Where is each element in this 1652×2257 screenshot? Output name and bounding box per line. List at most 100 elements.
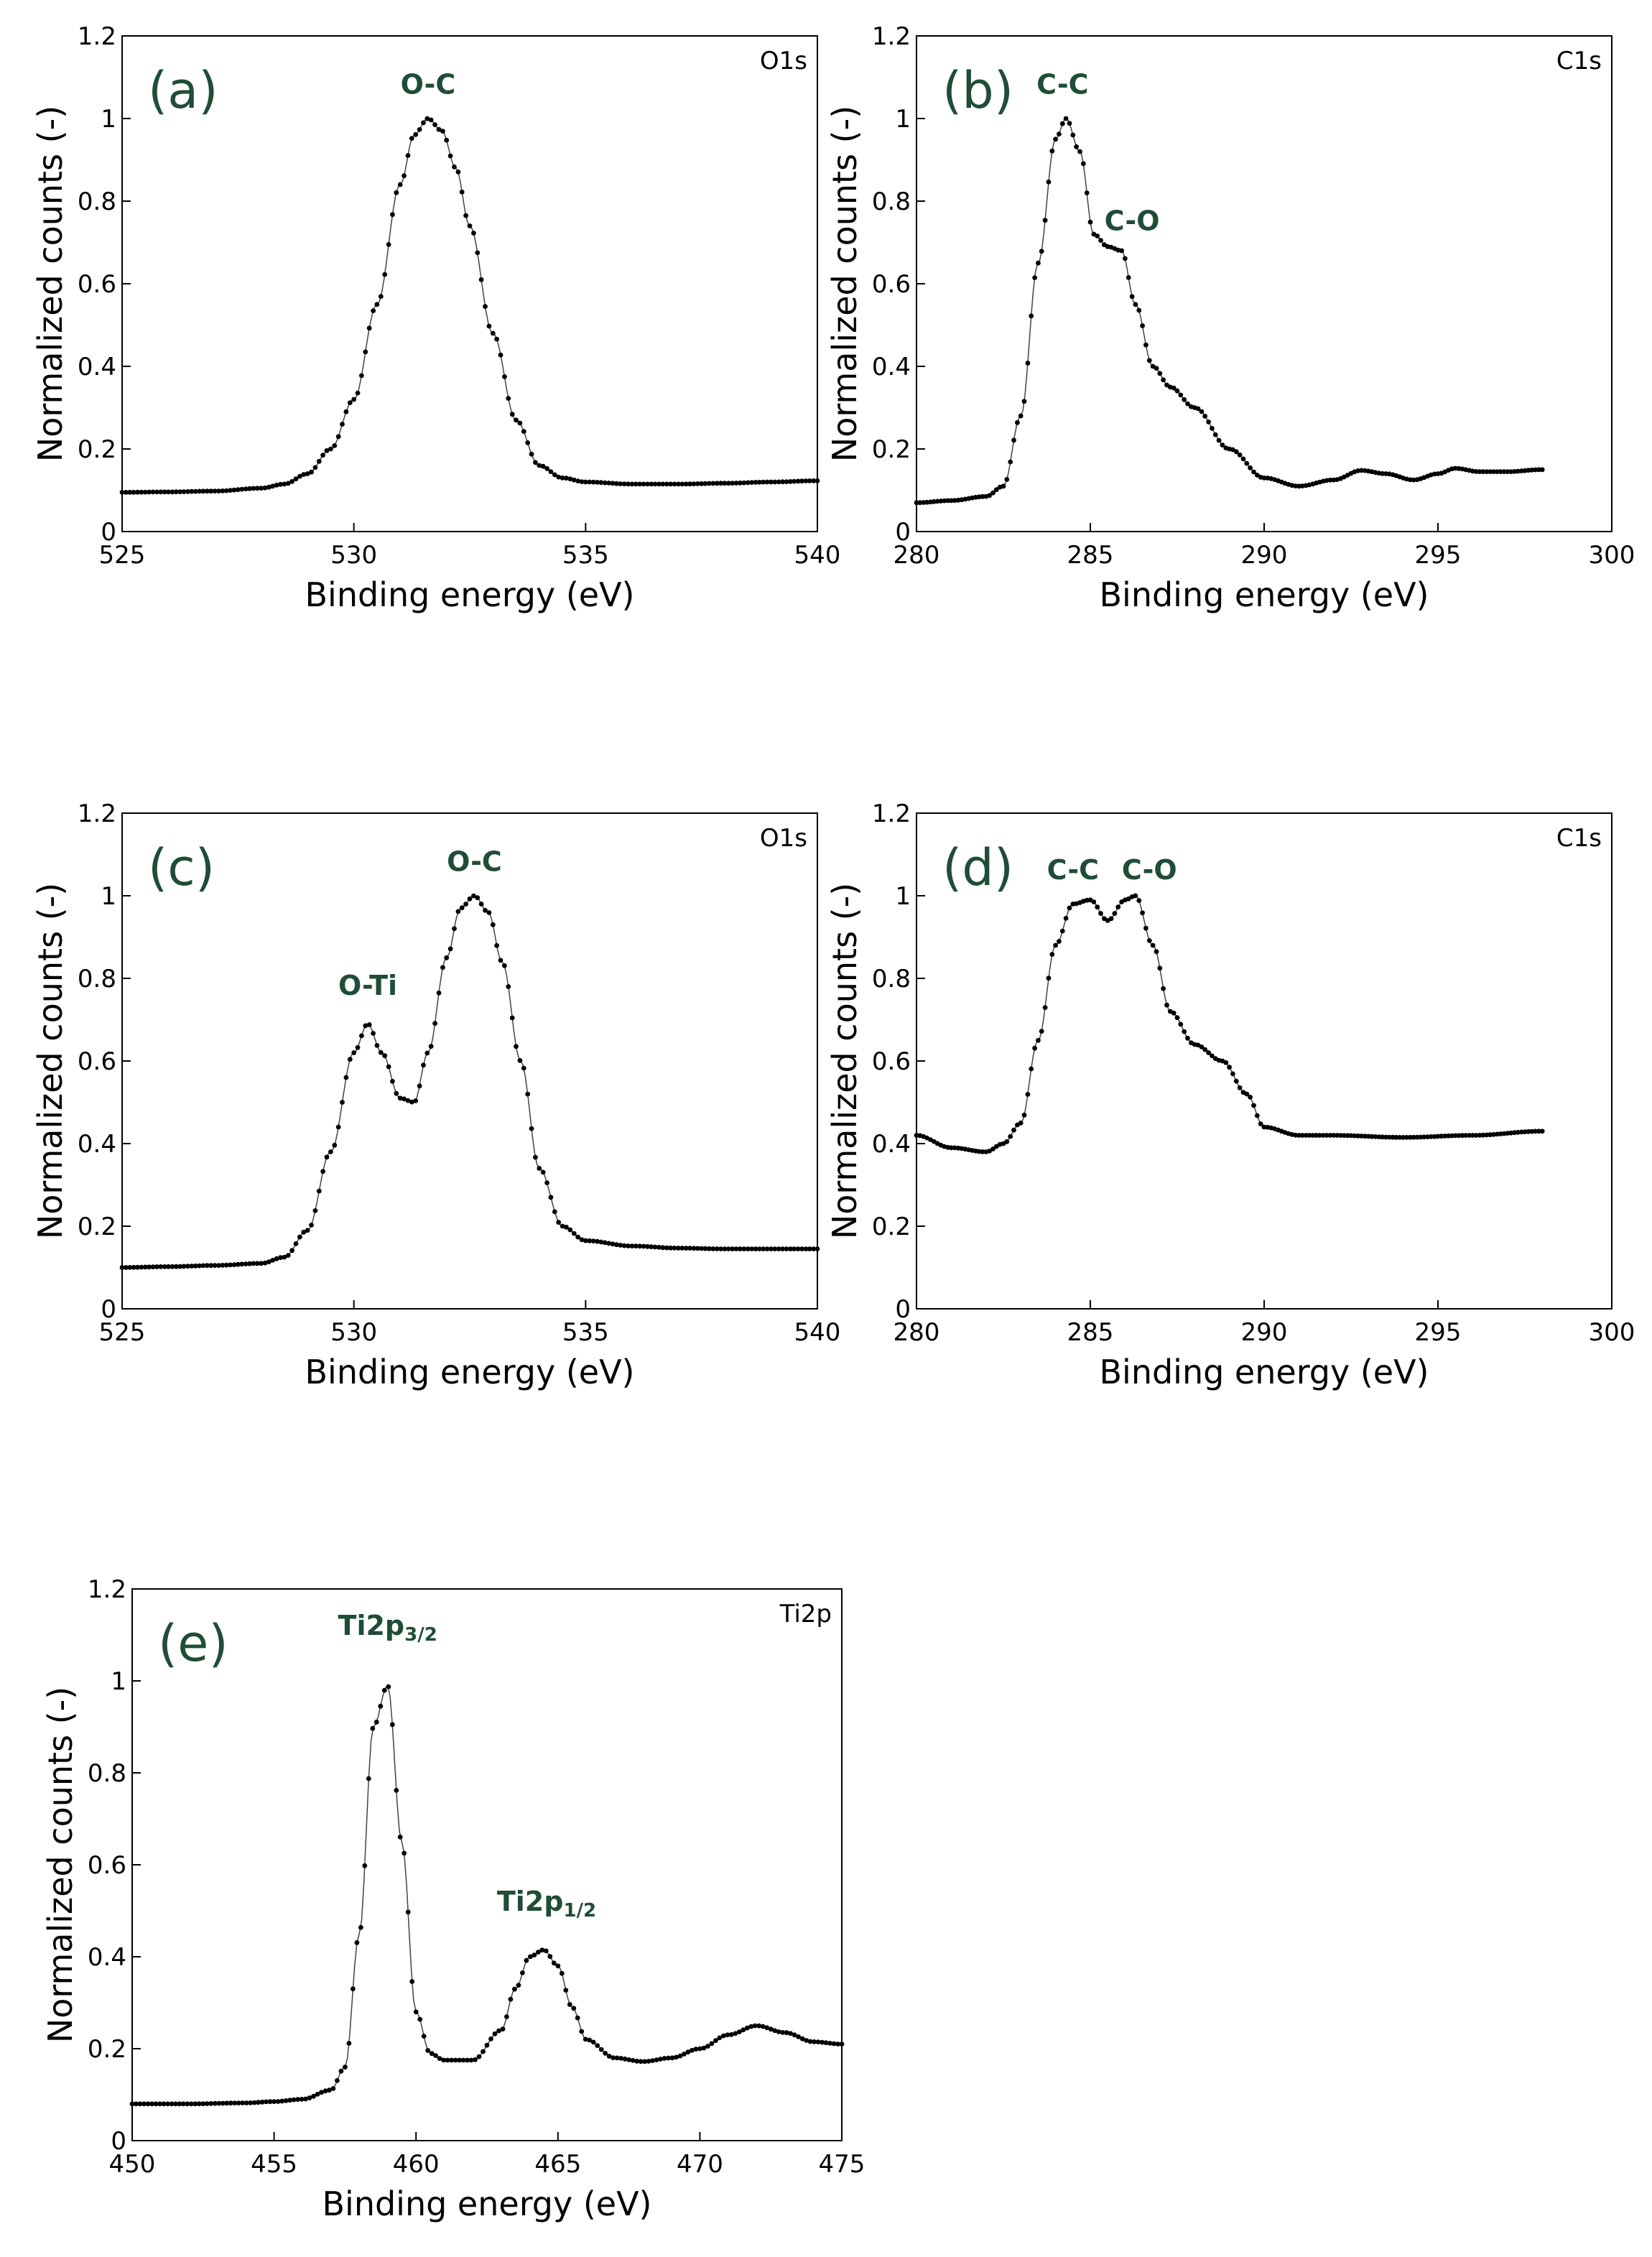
y-tick-label: 0.4 (78, 353, 116, 381)
data-point (1456, 1133, 1462, 1139)
data-point (145, 2101, 151, 2107)
data-point (741, 1246, 747, 1251)
data-point (702, 1246, 708, 1251)
data-point (220, 1263, 226, 1268)
data-point (397, 1835, 403, 1840)
data-point (618, 1243, 623, 1248)
data-point (223, 488, 229, 493)
data-point (124, 1265, 129, 1270)
y-tick-label: 0.8 (78, 187, 116, 216)
y-axis-title: Normalized counts (-) (825, 883, 864, 1239)
data-point (129, 2101, 135, 2107)
data-point (551, 1960, 557, 1966)
data-point (490, 330, 496, 336)
data-point (676, 481, 681, 487)
data-point (677, 2053, 683, 2059)
data-point (583, 479, 588, 485)
data-point (332, 1142, 338, 1148)
y-tick-label: 0.6 (78, 270, 116, 299)
y-tick-label: 1.2 (872, 22, 911, 51)
data-point (351, 1986, 356, 1992)
data-point (278, 1255, 283, 1261)
data-point (634, 2058, 639, 2064)
data-point (610, 481, 616, 486)
data-point (1477, 469, 1482, 474)
data-point (575, 1234, 580, 1240)
data-point (1386, 1134, 1392, 1140)
data-point (1397, 1135, 1403, 1140)
data-point (658, 2057, 663, 2062)
y-axis-title: Normalized counts (-) (31, 106, 70, 462)
data-point (243, 2100, 249, 2105)
data-point (445, 2057, 450, 2063)
data-point (945, 498, 950, 504)
data-point (177, 2101, 182, 2107)
data-point (425, 2048, 431, 2053)
data-point (1248, 465, 1253, 471)
data-point (1171, 385, 1177, 391)
data-point (1467, 1133, 1472, 1138)
data-point (795, 1246, 801, 1251)
data-point (1161, 986, 1166, 991)
data-point (478, 277, 484, 282)
data-point (405, 1098, 411, 1103)
data-point (1428, 1134, 1434, 1139)
data-point (598, 2047, 604, 2052)
data-point (1212, 432, 1218, 437)
x-tick-label: 280 (894, 1318, 940, 1347)
data-point (664, 481, 669, 487)
data-point (475, 250, 481, 256)
data-point (993, 1144, 999, 1149)
data-point (1310, 1133, 1316, 1138)
data-point (718, 481, 723, 486)
data-point (158, 489, 164, 495)
peak-annotation: O-C (401, 69, 456, 101)
data-point (705, 2044, 710, 2049)
data-point (185, 2101, 190, 2107)
y-tick-label: 0 (101, 1295, 116, 1324)
data-point (772, 2028, 778, 2034)
data-point (181, 489, 187, 494)
data-point (633, 1243, 639, 1248)
data-point (486, 323, 492, 329)
data-point (1164, 1002, 1169, 1008)
data-point (744, 2025, 750, 2031)
data-point (386, 1064, 391, 1070)
peak-annotation: C-C (1036, 69, 1088, 101)
data-point (1539, 1128, 1545, 1134)
series-line (122, 895, 817, 1269)
x-tick-label: 290 (1241, 1318, 1288, 1347)
data-point (1254, 1113, 1260, 1118)
data-point (1526, 1128, 1531, 1134)
data-point (641, 481, 646, 487)
data-point (595, 2043, 600, 2049)
data-point (264, 2099, 269, 2105)
data-point (614, 2055, 620, 2061)
spectrum-label: Ti2p (779, 1600, 832, 1628)
data-point (478, 902, 484, 907)
data-point (676, 1246, 681, 1251)
data-point (1296, 483, 1301, 489)
data-point (1508, 469, 1514, 474)
data-point (1157, 965, 1163, 971)
data-point (1008, 1134, 1013, 1139)
data-point (516, 1983, 521, 1988)
data-point (1533, 467, 1538, 473)
data-point (127, 489, 133, 495)
peak-annotation: O-C (447, 846, 502, 878)
data-point (799, 2036, 805, 2042)
data-point (769, 479, 774, 485)
data-point (1146, 938, 1152, 943)
data-point (1202, 1047, 1208, 1052)
data-point (1049, 952, 1055, 957)
data-point (725, 1246, 731, 1251)
data-point (1446, 1133, 1451, 1139)
data-point (669, 2055, 675, 2061)
data-point (460, 2057, 466, 2063)
data-point (679, 1246, 685, 1251)
data-point (1174, 388, 1180, 394)
data-point (343, 2064, 348, 2070)
data-point (502, 374, 507, 379)
data-point (436, 990, 442, 996)
x-axis-title: Binding energy (eV) (1099, 1353, 1429, 1391)
